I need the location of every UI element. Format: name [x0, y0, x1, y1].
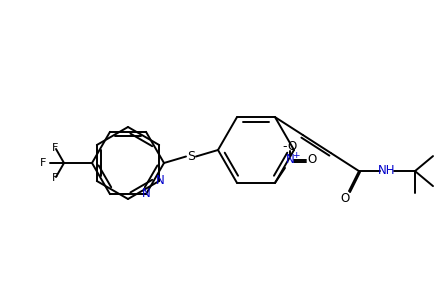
Text: N: N [285, 153, 294, 166]
Text: NH: NH [378, 164, 396, 177]
Text: N: N [142, 187, 151, 200]
Text: O: O [307, 153, 317, 166]
Text: F: F [52, 143, 58, 153]
Text: S: S [187, 150, 195, 163]
Text: F: F [40, 158, 46, 168]
Text: F: F [52, 173, 58, 183]
Text: N: N [156, 173, 165, 187]
Text: O: O [341, 191, 349, 205]
Text: -: - [283, 141, 287, 153]
Text: O: O [287, 141, 297, 153]
Text: +: + [292, 151, 300, 160]
